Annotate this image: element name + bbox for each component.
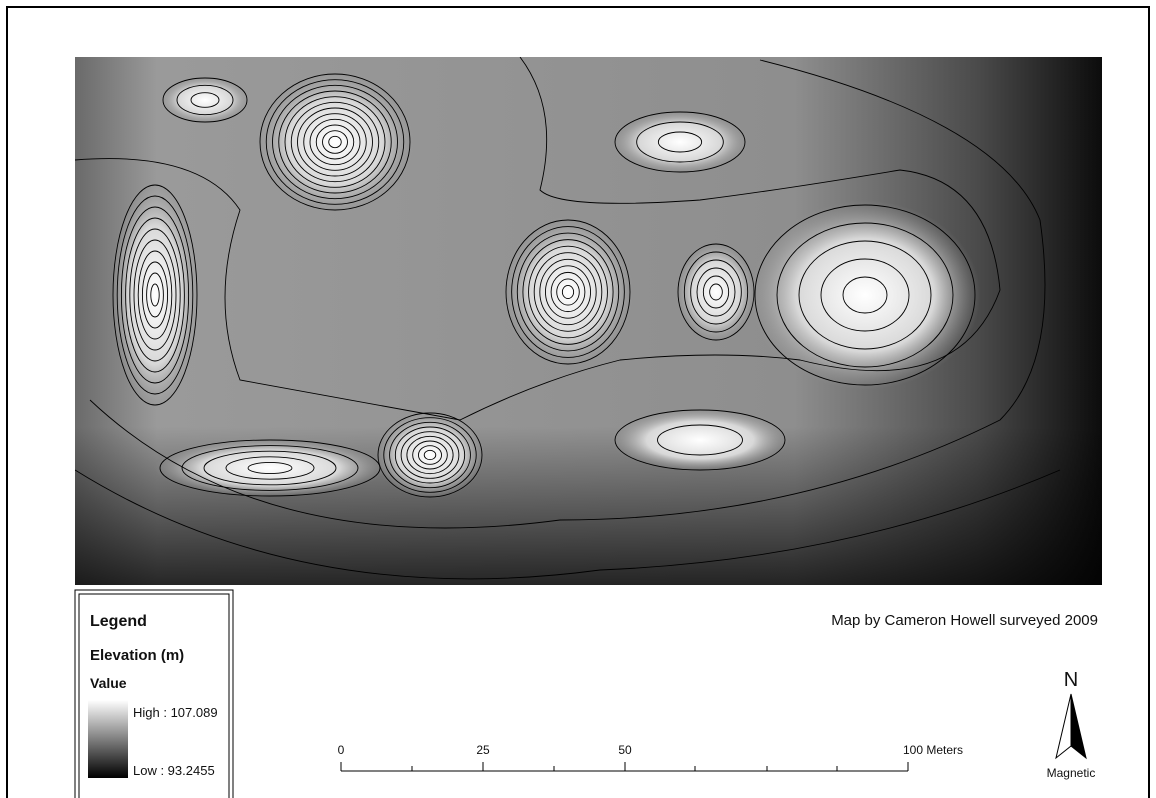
north-label: Magnetic bbox=[1047, 766, 1096, 780]
legend-low: Low : 93.2455 bbox=[133, 763, 215, 778]
page: Legend Elevation (m) Value High : 107.08… bbox=[0, 0, 1156, 798]
legend: Legend Elevation (m) Value High : 107.08… bbox=[75, 590, 233, 798]
hill bbox=[750, 201, 981, 390]
scale-label: 25 bbox=[476, 743, 490, 757]
hill bbox=[676, 242, 756, 343]
hill bbox=[503, 216, 633, 367]
hill bbox=[155, 439, 386, 498]
north-letter: N bbox=[1064, 669, 1078, 691]
hill bbox=[612, 111, 749, 174]
hill bbox=[161, 77, 249, 123]
scale-bar: 0 25 50 100 Meters bbox=[338, 743, 963, 771]
scale-label: 100 Meters bbox=[903, 743, 963, 757]
credit: Map by Cameron Howell surveyed 2009 bbox=[831, 612, 1098, 629]
north-arrow: N Magnetic bbox=[1047, 669, 1096, 780]
legend-title: Legend bbox=[90, 613, 147, 630]
hill bbox=[111, 180, 199, 411]
legend-ramp bbox=[88, 700, 128, 778]
scale-label: 0 bbox=[338, 743, 345, 757]
hill bbox=[256, 71, 414, 214]
map-layout: Legend Elevation (m) Value High : 107.08… bbox=[0, 0, 1156, 798]
elevation-raster bbox=[75, 57, 1102, 585]
scale-label: 50 bbox=[618, 743, 632, 757]
legend-layer: Elevation (m) bbox=[90, 647, 184, 664]
legend-field: Value bbox=[90, 675, 127, 691]
legend-high: High : 107.089 bbox=[133, 705, 218, 720]
hill bbox=[611, 409, 790, 472]
hill bbox=[375, 411, 484, 499]
